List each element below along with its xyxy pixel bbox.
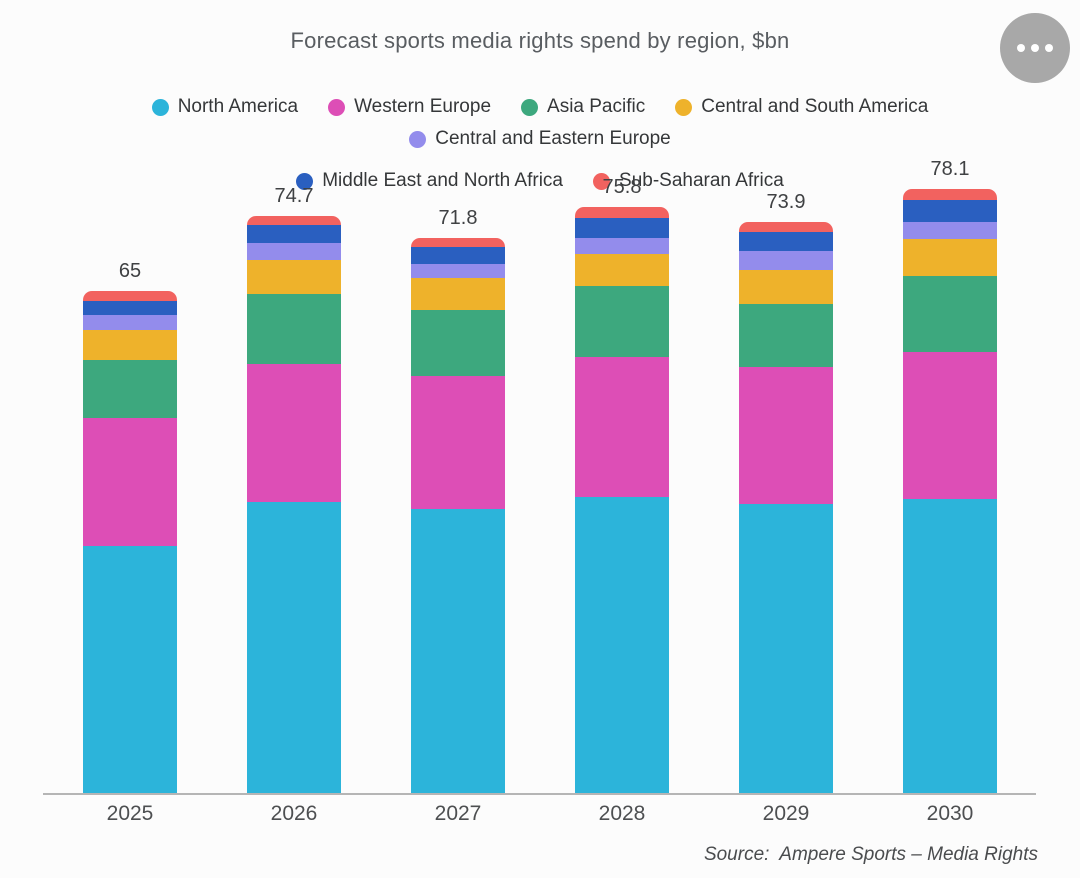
bar-segment-central-and-eastern-europe-2027[interactable]: [411, 263, 505, 279]
legend-item-sub-saharan-africa[interactable]: Sub-Saharan Africa: [593, 170, 784, 192]
bar-segment-central-and-south-america-2027[interactable]: [411, 278, 505, 310]
bar-segment-north-america-2030[interactable]: [903, 499, 997, 793]
bar-segment-central-and-south-america-2026[interactable]: [247, 260, 341, 294]
bar-segment-central-and-eastern-europe-2026[interactable]: [247, 242, 341, 261]
ellipsis-icon: [1031, 44, 1039, 52]
legend-dot-central-and-south-america: [675, 98, 693, 116]
legend-item-north-america[interactable]: North America: [151, 96, 299, 118]
x-axis-label-2030: 2030: [926, 802, 974, 825]
bar-segment-asia-pacific-2028[interactable]: [575, 285, 669, 358]
bar-segment-western-europe-2028[interactable]: [575, 357, 669, 497]
bar-segment-middle-east-and-north-africa-2029[interactable]: [739, 231, 833, 252]
bar-segment-central-and-south-america-2029[interactable]: [739, 270, 833, 305]
bar-segment-middle-east-and-north-africa-2028[interactable]: [575, 217, 669, 239]
bar-segment-asia-pacific-2025[interactable]: [83, 360, 177, 419]
ellipsis-icon: [1017, 44, 1025, 52]
legend-label: Central and South America: [701, 96, 929, 117]
bar-segment-western-europe-2026[interactable]: [247, 364, 341, 503]
legend-label: North America: [177, 96, 299, 117]
legend-dot-middle-east-and-north-africa: [296, 172, 314, 190]
legend-label: Sub-Saharan Africa: [619, 170, 784, 191]
bar-segment-sub-saharan-africa-2025[interactable]: [83, 290, 177, 301]
legend-dot-sub-saharan-africa: [593, 172, 611, 190]
legend-label: Middle East and North Africa: [322, 170, 564, 191]
x-axis-label-2029: 2029: [762, 802, 810, 825]
bar-segment-western-europe-2025[interactable]: [83, 418, 177, 547]
legend-item-central-and-eastern-europe[interactable]: Central and Eastern Europe: [409, 128, 671, 150]
ellipsis-icon: [1045, 44, 1053, 52]
bar-2025: [83, 290, 177, 793]
x-axis-label-2028: 2028: [598, 802, 646, 825]
legend-label: Western Europe: [354, 96, 492, 117]
bar-total-label-2028: 75.8: [602, 176, 642, 199]
bar-segment-middle-east-and-north-africa-2026[interactable]: [247, 224, 341, 243]
bar-2028: [575, 207, 669, 793]
bar-segment-central-and-eastern-europe-2029[interactable]: [739, 251, 833, 271]
bar-2026: [247, 215, 341, 793]
legend-item-central-and-south-america[interactable]: Central and South America: [675, 96, 928, 118]
legend-item-asia-pacific[interactable]: Asia Pacific: [521, 96, 645, 118]
x-axis-line: [43, 793, 1036, 795]
legend-item-western-europe[interactable]: Western Europe: [328, 96, 491, 118]
bar-total-label-2025: 65: [118, 259, 142, 282]
bar-segment-central-and-eastern-europe-2030[interactable]: [903, 221, 997, 239]
x-axis-label-2027: 2027: [434, 802, 482, 825]
bar-segment-central-and-south-america-2025[interactable]: [83, 330, 177, 361]
bar-segment-asia-pacific-2029[interactable]: [739, 304, 833, 368]
legend-dot-north-america: [151, 98, 169, 116]
bar-2030: [903, 189, 997, 793]
bar-segment-middle-east-and-north-africa-2030[interactable]: [903, 200, 997, 222]
bar-total-label-2030: 78.1: [930, 158, 970, 181]
bar-total-label-2029: 73.9: [766, 190, 806, 213]
bar-segment-western-europe-2029[interactable]: [739, 367, 833, 504]
x-axis-label-2026: 2026: [270, 802, 318, 825]
bar-segment-north-america-2029[interactable]: [739, 503, 833, 793]
bar-segment-middle-east-and-north-africa-2027[interactable]: [411, 247, 505, 264]
legend-dot-western-europe: [328, 98, 346, 116]
legend-dot-central-and-eastern-europe: [409, 130, 427, 148]
more-options-button[interactable]: [1000, 13, 1070, 83]
bar-segment-asia-pacific-2027[interactable]: [411, 309, 505, 376]
bar-total-label-2026: 74.7: [274, 184, 314, 207]
bar-segment-central-and-south-america-2028[interactable]: [575, 254, 669, 286]
bar-segment-asia-pacific-2030[interactable]: [903, 275, 997, 352]
bar-segment-sub-saharan-africa-2030[interactable]: [903, 189, 997, 201]
bar-segment-sub-saharan-africa-2028[interactable]: [575, 207, 669, 218]
chart-title: Forecast sports media rights spend by re…: [290, 28, 790, 53]
bar-segment-central-and-south-america-2030[interactable]: [903, 238, 997, 276]
bar-segment-north-america-2025[interactable]: [83, 546, 177, 793]
legend: North America Western Europe Asia Pacific C…: [40, 96, 1040, 192]
legend-label: Central and Eastern Europe: [435, 128, 671, 149]
bar-segment-north-america-2027[interactable]: [411, 509, 505, 793]
bar-segment-sub-saharan-africa-2029[interactable]: [739, 221, 833, 232]
bar-segment-sub-saharan-africa-2027[interactable]: [411, 238, 505, 248]
bar-total-label-2027: 71.8: [438, 207, 478, 229]
bar-segment-western-europe-2027[interactable]: [411, 375, 505, 510]
legend-dot-asia-pacific: [521, 98, 539, 116]
bar-segment-north-america-2026[interactable]: [247, 502, 341, 793]
legend-label: Asia Pacific: [547, 96, 646, 117]
x-axis-label-2025: 2025: [106, 802, 154, 825]
bar-segment-sub-saharan-africa-2026[interactable]: [247, 215, 341, 225]
bar-segment-north-america-2028[interactable]: [575, 496, 669, 793]
bar-segment-central-and-eastern-europe-2028[interactable]: [575, 238, 669, 255]
bar-2027: [411, 238, 505, 793]
bar-segment-middle-east-and-north-africa-2025[interactable]: [83, 300, 177, 316]
legend-item-middle-east-and-north-africa[interactable]: Middle East and North Africa: [296, 170, 563, 192]
bar-segment-western-europe-2030[interactable]: [903, 351, 997, 500]
source-note: Source: Ampere Sports – Media Rights: [703, 844, 1038, 865]
bar-segment-asia-pacific-2026[interactable]: [247, 293, 341, 364]
bar-2029: [739, 221, 833, 793]
bar-segment-central-and-eastern-europe-2025[interactable]: [83, 315, 177, 330]
